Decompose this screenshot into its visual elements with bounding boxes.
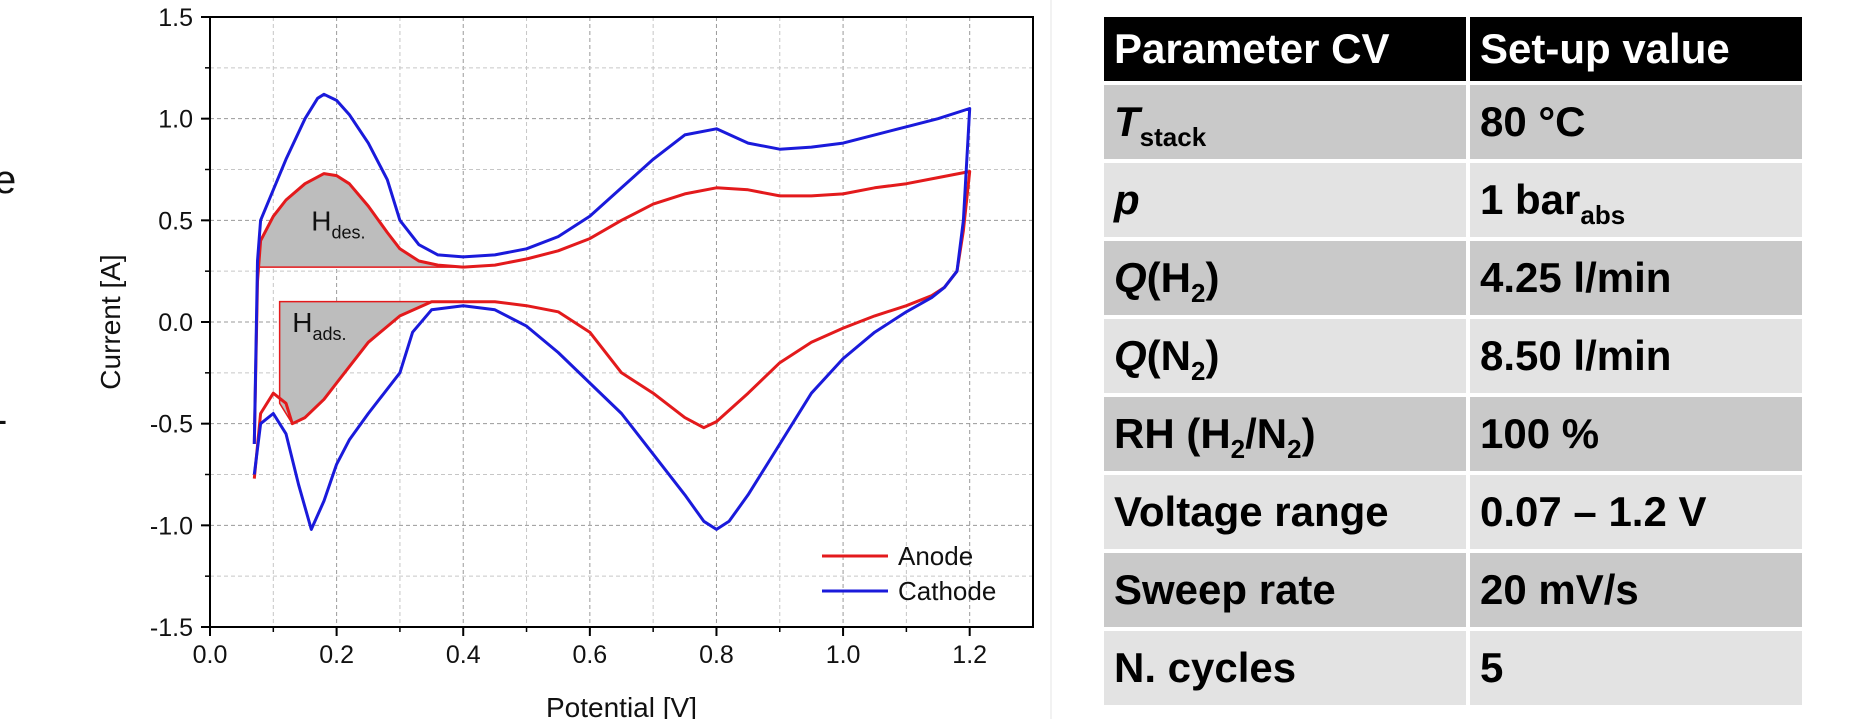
y-tick-label: 1.5: [158, 4, 193, 32]
value-cell: 20 mV/s: [1470, 553, 1802, 627]
param-cell: Q(H2): [1104, 241, 1470, 315]
cv-parameter-table: Parameter CV Set-up value Tstack 80 °C p 1 …: [1104, 13, 1802, 709]
axes: 0.0 0.2 0.4 0.6 0.8 1.0 1.2 1.5 1.0 0.5 0.0 -0.5 -1.…: [95, 4, 987, 719]
value-cell: 4.25 l/min: [1470, 241, 1802, 315]
x-tick-label: 1.0: [826, 641, 861, 669]
y-tick-label: 0.5: [158, 207, 193, 235]
legend-label-anode: Anode: [898, 541, 973, 571]
y-tick-label: -1.5: [150, 614, 193, 642]
param-cell: RH (H2/N2): [1104, 397, 1470, 471]
panel-divider: [1050, 0, 1052, 719]
value-cell: 8.50 l/min: [1470, 319, 1802, 393]
x-tick-label: 0.6: [572, 641, 607, 669]
y-axis-label: Current [A]: [95, 254, 126, 389]
series-lines: [252, 92, 972, 531]
value-cell: 5: [1470, 631, 1802, 705]
param-cell: N. cycles: [1104, 631, 1470, 705]
annotation-h-ads: Hads.: [292, 307, 346, 344]
param-cell: Tstack: [1104, 85, 1470, 159]
annotation-h-des: Hdes.: [311, 206, 365, 243]
table-header-row: Parameter CV Set-up value: [1104, 17, 1802, 81]
x-tick-label: 1.2: [952, 641, 987, 669]
param-cell: Q(N2): [1104, 319, 1470, 393]
y-tick-label: 0.0: [158, 309, 193, 337]
side-glyph-e: e: [0, 158, 17, 202]
series-cathode-line: [252, 92, 972, 531]
annotations: Hdes. Hads.: [292, 206, 365, 345]
table-row: Q(N2) 8.50 l/min: [1104, 319, 1802, 393]
value-cell: 100 %: [1470, 397, 1802, 471]
param-cell: Sweep rate: [1104, 553, 1470, 627]
x-tick-label: 0.2: [319, 641, 354, 669]
table-row: Tstack 80 °C: [1104, 85, 1802, 159]
y-tick-label: -1.0: [150, 512, 193, 540]
x-axis-label: Potential [V]: [546, 692, 697, 719]
table-row: RH (H2/N2) 100 %: [1104, 397, 1802, 471]
x-tick-label: 0.8: [699, 641, 734, 669]
cv-chart: 0.0 0.2 0.4 0.6 0.8 1.0 1.2 1.5 1.0 0.5 0.0 -0.5 -1.…: [95, 4, 1034, 719]
table-row: Voltage range 0.07 – 1.2 V: [1104, 475, 1802, 549]
header-parameter: Parameter CV: [1104, 17, 1470, 81]
x-tick-label: 0.0: [193, 641, 228, 669]
value-cell: 80 °C: [1470, 85, 1802, 159]
header-value: Set-up value: [1470, 17, 1802, 81]
param-cell: p: [1104, 163, 1470, 237]
series-anode-line: [252, 170, 972, 479]
y-tick-label: -0.5: [150, 411, 193, 439]
value-cell: 0.07 – 1.2 V: [1470, 475, 1802, 549]
value-cell: 1 barabs: [1470, 163, 1802, 237]
param-cell: Voltage range: [1104, 475, 1470, 549]
table-row: N. cycles 5: [1104, 631, 1802, 705]
hydrogen-shaded-areas: [256, 172, 464, 425]
x-tick-label: 0.4: [446, 641, 481, 669]
y-tick-label: 1.0: [158, 106, 193, 134]
legend-label-cathode: Cathode: [898, 576, 996, 606]
table-row: Q(H2) 4.25 l/min: [1104, 241, 1802, 315]
side-glyph-dash: -: [0, 398, 7, 443]
table-row: Sweep rate 20 mV/s: [1104, 553, 1802, 627]
legend: Anode Cathode: [822, 541, 996, 606]
table-body: Tstack 80 °C p 1 barabs Q(H2) 4.25 l/min Q(N2)…: [1104, 85, 1802, 705]
